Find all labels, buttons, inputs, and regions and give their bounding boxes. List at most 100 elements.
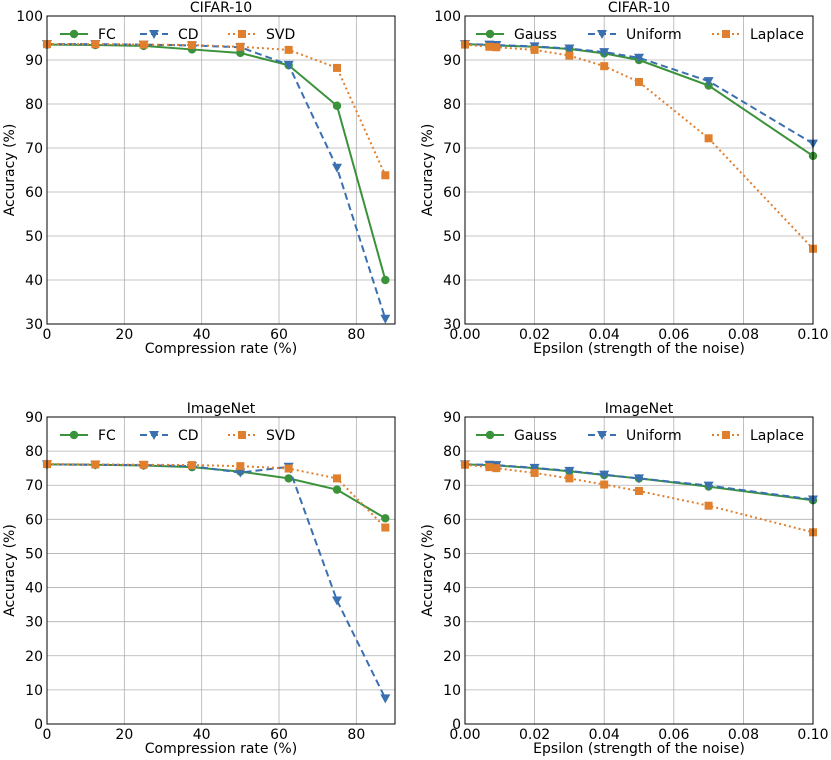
data-point-svd (381, 171, 390, 180)
x-tick-label: 0.06 (658, 727, 689, 743)
data-point-laplace (485, 42, 494, 51)
data-point-svd (333, 474, 341, 483)
legend-item-uniform: Uniform (588, 428, 682, 444)
legend-marker (149, 431, 159, 440)
y-tick-label: 90 (443, 410, 461, 426)
y-tick-label: 10 (443, 683, 461, 699)
legend-item-gauss: Gauss (476, 27, 557, 43)
x-tick-label: 0.00 (449, 327, 480, 343)
chart-title: CIFAR-10 (190, 0, 252, 16)
legend-label: Uniform (626, 428, 682, 444)
series-line-cd (46, 463, 387, 699)
y-tick-label: 40 (25, 581, 43, 597)
y-tick-label: 80 (25, 97, 43, 113)
y-axis-label: Accuracy (%) (2, 524, 18, 617)
data-point-cd (283, 60, 294, 70)
data-point-laplace (600, 480, 609, 489)
data-point-laplace (704, 501, 713, 510)
legend-item-gauss: Gauss (476, 428, 557, 444)
data-point-cd (332, 163, 342, 173)
y-tick-label: 30 (25, 317, 43, 333)
y-tick-label: 10 (25, 683, 43, 699)
legend-label: SVD (266, 428, 295, 444)
legend-item-laplace: Laplace (712, 428, 804, 444)
data-point-svd (381, 523, 390, 532)
y-tick-label: 30 (25, 615, 43, 631)
x-tick-label: 0.02 (519, 327, 550, 343)
plot-frame (46, 15, 396, 325)
x-tick-label: 0.02 (519, 727, 550, 743)
y-tick-label: 30 (443, 317, 461, 333)
data-point-fc (284, 474, 293, 483)
data-point-cd (235, 468, 246, 478)
data-point-laplace (485, 463, 494, 472)
legend-item-fc: FC (60, 428, 116, 444)
data-point-svd (284, 464, 293, 473)
x-tick-label: 20 (115, 327, 133, 343)
x-tick-label: 0.04 (589, 727, 620, 743)
data-point-laplace (492, 43, 501, 52)
x-tick-label: 60 (270, 327, 288, 343)
data-point-laplace (565, 474, 574, 483)
x-tick-label: 0.06 (658, 327, 689, 343)
legend-label: Laplace (750, 27, 804, 43)
data-point-laplace (600, 62, 609, 71)
data-point-laplace (635, 78, 643, 86)
data-point-cd (332, 596, 342, 606)
series-line-svd (46, 463, 387, 529)
data-point-svd (91, 40, 100, 49)
chart-panel-4: 0.00 0.02 0.04 0.06 0.08 0.10 0 10 20 30 40 50 60 70 8… (420, 401, 829, 757)
chart-title: ImageNet (187, 401, 256, 417)
data-point-uniform (529, 463, 540, 473)
x-tick-label: 80 (347, 727, 365, 743)
y-tick-label: 60 (25, 512, 43, 528)
y-tick-label: 0 (34, 717, 43, 733)
legend-marker (722, 30, 730, 38)
series-line-laplace (464, 43, 814, 250)
data-point-svd (284, 45, 293, 54)
x-tick-label: 0.04 (589, 327, 620, 343)
series-line-svd (47, 43, 387, 176)
legend-marker (238, 30, 246, 38)
x-tick-label: 0.00 (449, 727, 480, 743)
legend-marker (69, 430, 79, 440)
data-point-laplace (565, 51, 574, 60)
y-tick-label: 70 (443, 141, 461, 157)
data-point-laplace (492, 464, 501, 473)
data-point-laplace (530, 45, 539, 54)
chart-title: CIFAR-10 (608, 0, 670, 16)
data-point-uniform (599, 470, 610, 480)
data-point-laplace (530, 468, 539, 477)
legend-label: FC (98, 428, 116, 444)
data-point-uniform (634, 53, 644, 63)
plot-frame (46, 416, 396, 725)
x-axis-label: Compression rate (%) (145, 741, 297, 757)
y-tick-label: 60 (443, 185, 461, 201)
y-axis-label: Accuracy (%) (420, 524, 436, 617)
y-axis-label: Accuracy (%) (420, 124, 436, 217)
legend-marker (238, 431, 246, 439)
x-tick-label: 0 (43, 727, 52, 743)
data-point-laplace (704, 134, 713, 143)
plot-frame (464, 15, 814, 325)
data-point-svd (91, 460, 100, 469)
y-tick-label: 40 (443, 273, 461, 289)
chart-panel-2: 0.00 0.02 0.04 0.06 0.08 0.10 30 40 50 60 70 80 90 10… (420, 0, 829, 357)
data-point-fc (381, 275, 390, 285)
legend-item-cd: CD (140, 27, 199, 43)
y-tick-label: 80 (25, 444, 43, 460)
data-point-fc (332, 485, 342, 494)
data-point-uniform (564, 44, 575, 54)
data-point-svd (139, 460, 148, 469)
x-tick-label: 60 (270, 727, 288, 743)
legend-item-cd: CD (140, 428, 199, 444)
data-point-uniform (703, 481, 714, 491)
y-tick-label: 70 (25, 478, 43, 494)
x-tick-label: 20 (115, 727, 133, 743)
legend-label: Gauss (514, 428, 557, 444)
y-tick-label: 30 (443, 615, 461, 631)
legend-label: CD (178, 428, 199, 444)
data-point-svd (333, 63, 341, 72)
y-tick-label: 80 (443, 97, 461, 113)
